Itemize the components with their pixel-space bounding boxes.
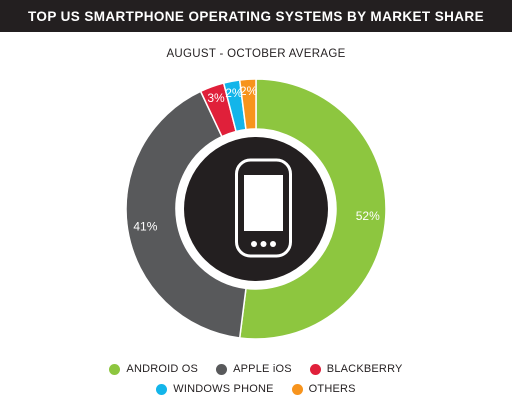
slice-labels: 52%41%3% 2%2% bbox=[133, 84, 380, 233]
legend-item-windows-phone: WINDOWS PHONE bbox=[156, 383, 273, 395]
legend-row-1: ANDROID OS APPLE iOS BLACKBERRY bbox=[0, 363, 512, 375]
legend-item-android-os: ANDROID OS bbox=[109, 363, 198, 375]
legend-label: APPLE iOS bbox=[233, 363, 292, 375]
legend-swatch bbox=[109, 363, 121, 375]
legend-row-2: WINDOWS PHONE OTHERS bbox=[0, 383, 512, 395]
legend-label: ANDROID OS bbox=[126, 363, 199, 375]
legend-label: OTHERS bbox=[308, 383, 356, 395]
legend-item-blackberry: BLACKBERRY bbox=[309, 363, 403, 375]
slice-label-windows-phone: 2% bbox=[225, 86, 243, 100]
slice-label-others: 2% bbox=[240, 84, 258, 98]
legend-label: BLACKBERRY bbox=[326, 363, 403, 375]
legend-item-others: OTHERS bbox=[291, 383, 356, 395]
legend-swatch bbox=[309, 363, 321, 375]
legend-swatch bbox=[156, 383, 168, 395]
slice-label-apple-ios: 41% bbox=[133, 220, 157, 234]
slice-label-android-os: 52% bbox=[356, 209, 380, 223]
legend-item-apple-ios: APPLE iOS bbox=[216, 363, 292, 375]
slice-label-blackberry: 3% bbox=[207, 91, 225, 105]
legend-swatch bbox=[216, 363, 228, 375]
chart-title: TOP US SMARTPHONE OPERATING SYSTEMS BY M… bbox=[0, 0, 512, 32]
smartphone-icon bbox=[235, 158, 292, 258]
chart-subtitle: AUGUST - OCTOBER AVERAGE bbox=[166, 48, 346, 60]
legend-label: WINDOWS PHONE bbox=[173, 383, 274, 395]
legend-swatch bbox=[291, 383, 303, 395]
